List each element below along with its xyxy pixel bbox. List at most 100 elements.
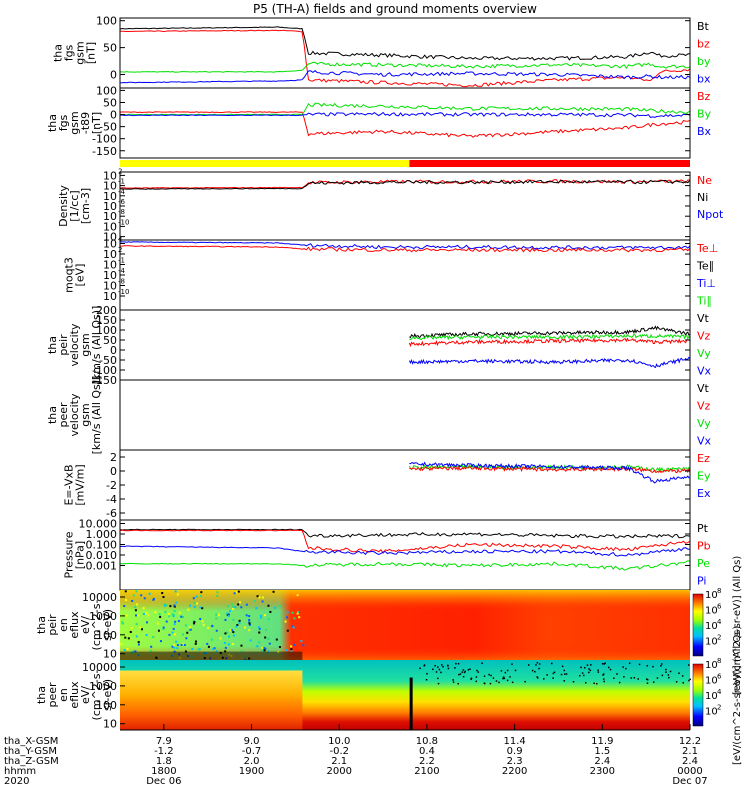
ephemeris-label: 2020 <box>4 776 29 787</box>
series-line-ez <box>409 464 691 474</box>
ephemeris-value: 2.4 <box>682 756 698 767</box>
spectrogram-pixel <box>189 628 192 631</box>
spectrogram-pixel <box>131 599 134 602</box>
y-axis-label-line: tha <box>46 114 59 132</box>
spectrogram-pixel <box>269 610 272 613</box>
ephemeris-value: 2.1 <box>682 746 698 757</box>
spectrogram-pixel <box>235 591 238 594</box>
spectrogram-pixel <box>140 594 143 597</box>
colorbar-tick-exponent: 2 <box>717 704 721 712</box>
spectrogram-pixel <box>162 628 165 631</box>
legend-te⊥: Te⊥ <box>696 242 718 255</box>
spectrogram-pixel <box>178 611 181 614</box>
spectrogram-pixel <box>437 677 439 680</box>
legend-vz: Vz <box>697 330 711 343</box>
y-axis-label-line: (cm^2-s- <box>90 670 103 721</box>
spectrogram-pixel <box>628 662 631 665</box>
spectrogram-pixel <box>458 673 460 676</box>
spectrogram-pixel <box>237 590 240 593</box>
spectrogram-pixel <box>603 663 606 665</box>
spectrogram-pixel <box>253 599 256 602</box>
colorbar-tick: 10 <box>705 660 718 671</box>
spectrogram-pixel <box>669 670 672 673</box>
spectrogram-pixel <box>290 648 293 651</box>
spectrogram-pixel <box>162 595 165 598</box>
y-tick-label: 150 <box>96 314 117 327</box>
spectrogram-pixel <box>238 621 241 624</box>
spectrogram-pixel <box>215 650 218 653</box>
spectrogram-pixel <box>163 604 166 607</box>
spectrogram-pixel <box>126 647 129 650</box>
spectrogram-pixel <box>437 666 439 668</box>
colorbar-label: [eV/(cm^2-s-sr-eV)] (All Qs) <box>732 626 743 765</box>
spectrogram-pixel <box>661 674 664 677</box>
y-tick-label: 10 <box>103 210 117 223</box>
y-tick-label: 0.001 <box>86 560 118 573</box>
spectrogram-pixel <box>300 640 303 643</box>
y-axis-label: Density[1/cc][cm-3] <box>57 185 92 227</box>
spectrogram-pixel <box>461 671 464 673</box>
spectrogram-pixel <box>553 671 556 674</box>
spectrogram-pixel <box>284 620 287 623</box>
spectrogram-pixel <box>551 662 553 665</box>
y-tick-label: 10 <box>103 718 117 731</box>
spectrogram-pixel <box>245 603 248 606</box>
y-tick-label: 100 <box>96 15 117 28</box>
y-tick-label: 10000 <box>82 661 117 674</box>
ephemeris-value: Dec 07 <box>672 776 707 787</box>
ephemeris-label: tha_X-GSM <box>4 736 58 747</box>
spectrogram-pixel <box>687 664 690 666</box>
y-tick-label: 10.000 <box>79 518 118 531</box>
spectrogram-pixel <box>616 673 618 675</box>
colorbar-tick-exponent: 4 <box>717 688 722 696</box>
spectrogram-pixel <box>206 642 209 645</box>
spectrogram-pixel <box>172 613 175 616</box>
spectrogram-pixel <box>255 607 258 610</box>
spectrogram-pixel <box>135 635 138 638</box>
spectrogram-pixel <box>231 629 234 632</box>
spectrogram-pixel <box>296 594 299 597</box>
y-axis-label-line: gsm <box>79 333 92 356</box>
spectrogram-pixel <box>597 671 600 673</box>
y-axis-label-line: velocity <box>68 323 81 366</box>
spectrogram-pixel <box>150 645 153 648</box>
legend-pb: Pb <box>697 540 711 553</box>
spectrogram-pixel <box>200 595 203 598</box>
spectrogram-pixel <box>633 676 636 679</box>
spectrogram-pixel <box>235 625 238 628</box>
spectrogram-pixel <box>168 615 171 618</box>
spectrogram-pixel <box>176 647 179 650</box>
spectrogram-pixel <box>261 600 264 603</box>
spectrogram-pixel <box>488 673 490 676</box>
spectrogram-pixel <box>163 603 166 606</box>
y-axis-label-line: tha <box>35 616 48 634</box>
spectrogram-pixel <box>467 669 470 671</box>
spectrogram-pixel <box>127 637 130 640</box>
spectrogram-pixel <box>207 626 210 629</box>
spectrogram-peer-early <box>120 670 303 730</box>
spectrogram-pixel <box>249 639 252 642</box>
spectrogram-pixel <box>180 615 183 618</box>
spectrogram-pixel <box>135 590 138 593</box>
spectrogram-pixel <box>267 604 270 607</box>
spectrogram-pixel <box>224 618 227 621</box>
spectrogram-pixel <box>189 626 192 629</box>
spectrogram-pixel <box>455 662 457 665</box>
spectrogram-pixel <box>423 665 425 667</box>
spectrogram-pixel <box>552 677 554 679</box>
spectrogram-pixel <box>232 607 235 610</box>
y-axis-label: thafgsgsm[nT] <box>52 41 98 64</box>
y-tick-label: 10 <box>103 169 117 182</box>
spectrogram-pixel <box>646 682 649 684</box>
spectrogram-pixel <box>656 677 659 679</box>
spectrogram-pixel <box>156 622 159 625</box>
ephemeris-value: 0.4 <box>419 746 435 757</box>
spectrogram-pixel <box>193 601 196 604</box>
spectrogram-pixel <box>135 623 138 626</box>
spectrogram-pixel <box>296 612 299 615</box>
y-tick-label: 100 <box>96 324 117 337</box>
